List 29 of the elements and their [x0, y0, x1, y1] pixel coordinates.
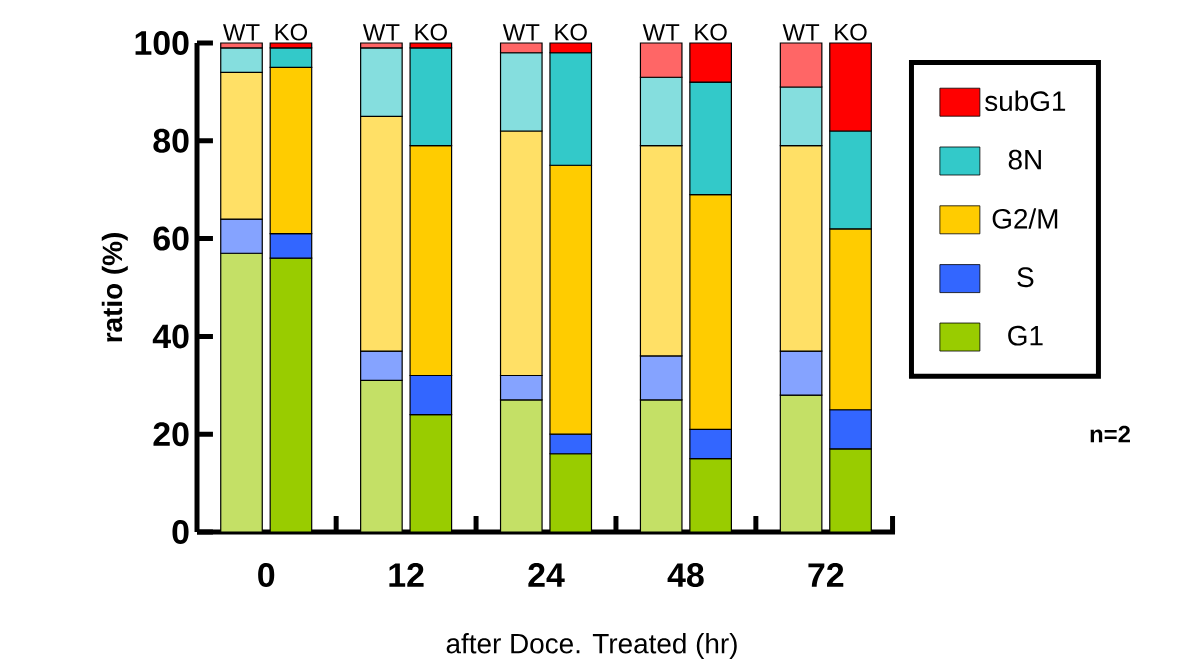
legend-label: G1 [1008, 325, 1043, 346]
y-tick-label: 20 [153, 422, 189, 447]
x-tick-label: KO [695, 23, 727, 41]
x-tick-label: KO [555, 23, 587, 41]
y-tick-label: 40 [152, 324, 189, 349]
legend-label: S [1017, 267, 1034, 288]
text: 12 [389, 563, 424, 587]
text: 72 [808, 563, 844, 587]
x-tick-label: WT [223, 24, 260, 41]
y-tick-label: 100 [135, 31, 189, 55]
text: 0 [258, 563, 275, 588]
y-tick-label: 0 [172, 520, 189, 544]
y-axis-title: ratio (%) [101, 233, 128, 342]
x-tick-label: WT [642, 24, 680, 41]
text: 48 [667, 563, 704, 588]
x-tick-label: WT [362, 24, 400, 41]
y-tick-label: 60 [153, 226, 189, 251]
text: n=2 [1090, 425, 1130, 443]
x-tick-label: KO [835, 23, 867, 41]
text: 24 [528, 563, 565, 587]
x-tick-label: KO [415, 23, 447, 41]
legend-label: subG1 [985, 90, 1066, 112]
x-axis-title: after Doce. Treated (hr) [446, 633, 737, 659]
legend-label: 8N [1008, 149, 1041, 170]
x-tick-label: KO [275, 23, 308, 41]
y-tick-label: 80 [153, 128, 189, 153]
x-tick-label: WT [782, 24, 820, 41]
x-tick-label: WT [502, 24, 540, 41]
legend-label: G2/M [992, 208, 1058, 229]
